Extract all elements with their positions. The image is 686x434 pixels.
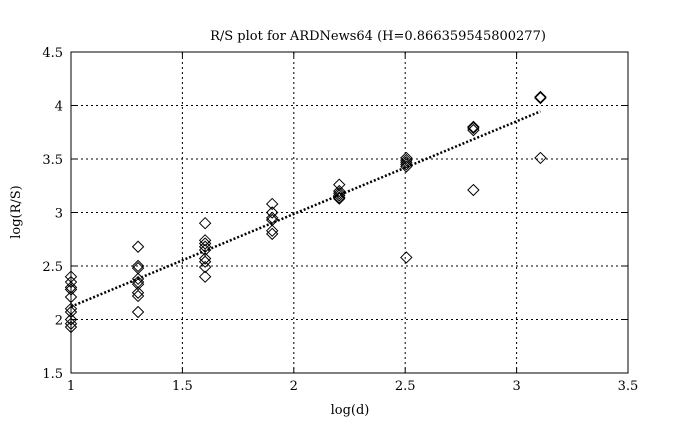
y-tick-label: 3.5 <box>42 153 63 168</box>
y-tick-label: 4.5 <box>42 46 63 61</box>
data-point <box>400 151 413 165</box>
data-point <box>400 160 413 173</box>
data-point <box>131 240 145 253</box>
data-point <box>333 191 346 204</box>
x-tick-label: 2.5 <box>395 379 416 394</box>
data-point <box>467 123 480 137</box>
data-point <box>265 197 279 211</box>
data-point <box>467 121 480 135</box>
data-point <box>131 277 145 291</box>
data-point <box>400 251 413 264</box>
y-axis-label: log(R/S) <box>9 185 24 239</box>
y-tick-label: 4 <box>55 100 63 115</box>
x-tick-label: 3 <box>512 379 520 394</box>
data-point <box>198 234 212 247</box>
data-point <box>467 120 480 134</box>
data-point <box>198 237 212 250</box>
data-point <box>333 192 346 205</box>
data-point <box>198 260 212 274</box>
data-point <box>400 156 413 169</box>
data-point <box>534 91 547 105</box>
plot-frame <box>70 51 629 374</box>
data-point <box>333 189 346 202</box>
y-tick-label: 2.5 <box>42 260 63 275</box>
data-point <box>131 305 145 319</box>
data-point <box>265 206 279 219</box>
data-point <box>131 259 145 273</box>
data-point <box>265 227 279 241</box>
data-point <box>265 224 279 237</box>
y-tick-label: 2 <box>55 314 63 329</box>
data-point <box>198 240 212 253</box>
x-tick-label: 1.5 <box>172 379 193 394</box>
data-point <box>333 178 346 191</box>
x-tick-label: 1 <box>67 379 75 394</box>
data-point <box>265 211 279 225</box>
data-point <box>131 289 145 303</box>
data-point <box>198 252 212 265</box>
data-point <box>333 187 346 200</box>
x-axis-label: log(d) <box>331 403 370 418</box>
y-tick-label: 1.5 <box>42 367 63 382</box>
fit-line <box>70 110 541 308</box>
data-point <box>333 184 346 198</box>
x-tick-label: 2 <box>290 379 298 394</box>
data-point <box>131 272 145 286</box>
y-tick-label: 3 <box>55 207 63 222</box>
data-point <box>198 216 212 230</box>
data-point <box>198 255 212 268</box>
data-point <box>198 243 212 257</box>
data-point <box>131 286 145 299</box>
chart-title: R/S plot for ARDNews64 (H=0.866359545800… <box>210 29 546 44</box>
data-point <box>467 183 480 197</box>
x-tick-label: 3.5 <box>618 379 639 394</box>
data-point <box>400 158 413 171</box>
data-point <box>534 151 547 165</box>
data-point <box>534 90 547 104</box>
data-point <box>400 153 413 167</box>
data-point <box>198 270 212 283</box>
